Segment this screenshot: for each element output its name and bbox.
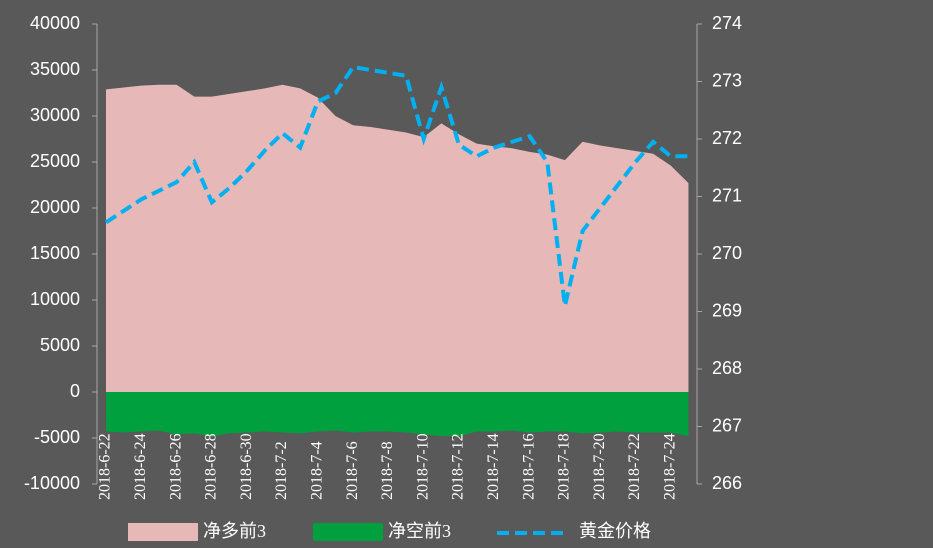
x-tick-label: 2018-7-20 [591,433,608,500]
y-tick-label: 10000 [30,289,80,309]
y-tick-label: 5000 [40,335,80,355]
x-tick-label: 2018-6-26 [167,433,184,500]
legend-label: 净多前3 [203,521,266,541]
y2-tick-label: 274 [712,13,742,33]
y-tick-label: 15000 [30,243,80,263]
area [106,392,689,437]
x-tick-label: 2018-7-16 [520,433,537,500]
y2-tick-label: 267 [712,415,742,435]
legend-label: 黄金价格 [579,521,651,541]
y-tick-label: 0 [70,381,80,401]
x-tick-label: 2018-7-2 [273,441,290,500]
x-tick-label: 2018-7-12 [450,433,467,500]
x-tick-label: 2018-6-28 [203,433,220,500]
y-tick-label: 40000 [30,13,80,33]
x-tick-label: 2018-6-24 [132,433,149,500]
x-tick-label: 2018-7-4 [308,441,325,500]
y-tick-label: 20000 [30,197,80,217]
x-tick-label: 2018-7-14 [485,433,502,500]
area [106,84,689,392]
x-tick-label: 2018-7-22 [626,433,643,500]
x-tick-label: 2018-7-8 [379,441,396,500]
y2-tick-label: 268 [712,358,742,378]
line [104,64,689,307]
y2-tick-label: 269 [712,300,742,320]
y-tick-label: -5000 [34,427,80,447]
y2-tick-label: 270 [712,243,742,263]
y2-tick-label: 273 [712,70,742,90]
x-tick-label: 2018-7-18 [556,433,573,500]
x-tick-label: 2018-7-10 [414,433,431,500]
y2-tick-label: 271 [712,185,742,205]
y-tick-label: 35000 [30,59,80,79]
y-tick-label: 30000 [30,105,80,125]
y-tick-label: -10000 [24,473,80,493]
legend-label: 净空前3 [388,521,451,541]
y2-tick-label: 272 [712,128,742,148]
y2-tick-label: 266 [712,473,742,493]
legend-swatch [313,523,383,541]
legend-swatch [128,523,198,541]
y-tick-label: 25000 [30,151,80,171]
x-tick-label: 2018-6-22 [97,433,114,500]
x-tick-label: 2018-7-6 [344,441,361,500]
x-tick-label: 2018-6-30 [238,433,255,500]
x-tick-label: 2018-7-24 [661,433,678,500]
